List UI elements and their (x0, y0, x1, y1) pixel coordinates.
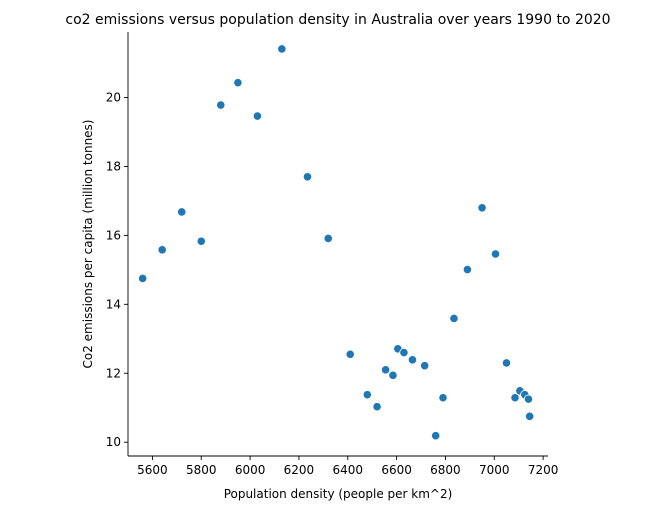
data-point (345, 349, 355, 359)
x-tick-label: 6200 (284, 463, 315, 477)
y-tick-label: 14 (106, 297, 121, 311)
y-tick-label: 20 (106, 90, 121, 104)
data-point (138, 273, 148, 284)
data-point (501, 358, 512, 368)
x-tick-label: 6800 (430, 463, 461, 477)
y-tick-label: 18 (106, 159, 121, 173)
y-tick-label: 16 (106, 228, 121, 242)
data-point (372, 402, 382, 412)
data-point (362, 390, 372, 400)
x-axis-label: Population density (people per km^2) (224, 487, 453, 501)
data-point (216, 100, 226, 110)
data-point (233, 78, 243, 88)
data-point (525, 411, 535, 421)
y-axis-ticks: 10 12 14 16 18 20 (106, 90, 128, 449)
data-point (252, 111, 263, 121)
data-points (138, 44, 535, 441)
x-axis-ticks: 5600 5800 6000 6200 6400 6600 6800 7000 7200 (137, 456, 558, 477)
x-tick-label: 6000 (235, 463, 266, 477)
data-point (277, 44, 287, 54)
x-tick-label: 6600 (381, 463, 412, 477)
x-tick-label: 5800 (186, 463, 217, 477)
data-point (431, 431, 441, 441)
y-tick-label: 12 (106, 366, 121, 380)
data-point (420, 361, 430, 371)
data-point (157, 245, 167, 255)
data-point (477, 203, 487, 213)
y-axis-label: Co2 emissions per capita (million tonnes… (81, 120, 95, 369)
data-point (462, 264, 473, 275)
data-point (302, 172, 313, 182)
data-point (490, 249, 501, 259)
data-point (510, 393, 520, 403)
data-point (399, 347, 409, 358)
x-tick-label: 7000 (479, 463, 510, 477)
data-point (407, 355, 418, 365)
data-point (523, 394, 534, 404)
x-tick-label: 6400 (332, 463, 363, 477)
data-point (177, 207, 187, 217)
chart-title: co2 emissions versus population density … (65, 12, 610, 28)
data-point (196, 236, 206, 246)
data-point (323, 233, 333, 244)
y-tick-label: 10 (106, 435, 121, 449)
data-point (388, 370, 398, 380)
data-point (438, 393, 448, 403)
data-point (381, 365, 391, 375)
x-tick-label: 5600 (137, 463, 168, 477)
x-tick-label: 7200 (528, 463, 559, 477)
data-point (449, 313, 459, 324)
